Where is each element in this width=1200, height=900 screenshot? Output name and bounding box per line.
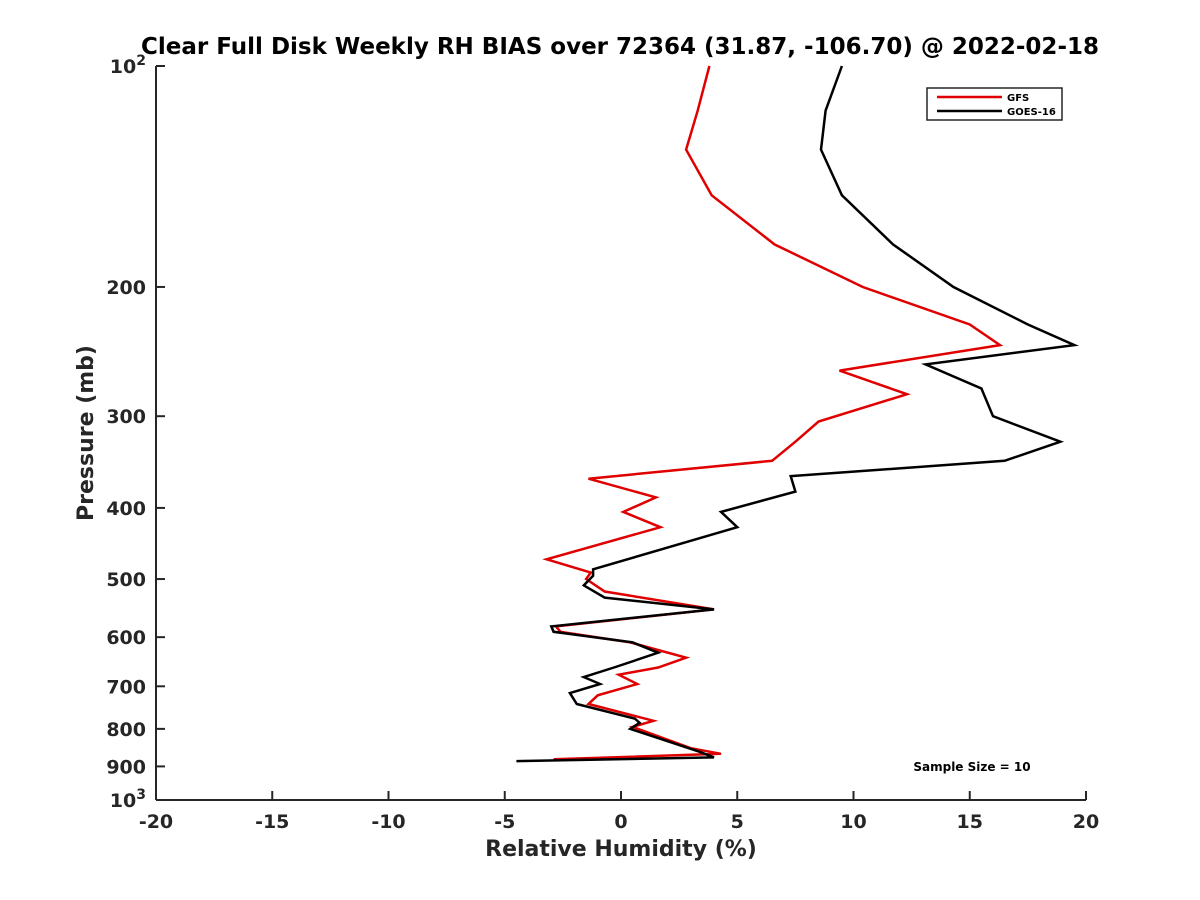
x-tick-label: 20 [1073, 811, 1099, 833]
x-tick-label: -5 [494, 811, 515, 833]
legend-box [926, 87, 1063, 121]
y-tick-label: 300 [106, 406, 146, 428]
sample-size-annotation: Sample Size = 10 [913, 760, 1030, 774]
x-tick-label: -10 [371, 811, 405, 833]
legend: GFS GOES-16 [926, 87, 1063, 121]
y-tick-label: 900 [106, 756, 146, 778]
x-tick-label: -15 [255, 811, 289, 833]
x-tick-label: 10 [840, 811, 866, 833]
y-tick-label: 200 [106, 277, 146, 299]
series-line-gfs [542, 65, 1004, 761]
series-layer [516, 65, 1079, 763]
y-ticks: 102 200 300 400 500 600 700 800 900 103 [106, 53, 165, 812]
x-tick-label: 15 [957, 811, 983, 833]
y-tick-label: 700 [106, 676, 146, 698]
y-tick-label: 500 [106, 569, 146, 591]
legend-label-goes16: GOES-16 [1007, 107, 1056, 118]
y-tick-label: 600 [106, 627, 146, 649]
series-line-goes-16 [516, 65, 1079, 763]
y-axis-label: Pressure (mb) [74, 345, 99, 521]
x-ticks: -20 -15 -10 -5 0 5 10 15 20 [139, 791, 1099, 833]
x-tick-label: 0 [614, 811, 627, 833]
legend-label-gfs: GFS [1007, 93, 1029, 104]
y-tick-label: 400 [106, 498, 146, 520]
chart-title: Clear Full Disk Weekly RH BIAS over 7236… [141, 34, 1099, 60]
y-tick-label: 800 [106, 719, 146, 741]
x-tick-label: 5 [731, 811, 744, 833]
y-tick-label: 103 [110, 787, 146, 812]
x-axis-label: Relative Humidity (%) [485, 837, 757, 862]
y-tick-label: 102 [110, 53, 146, 78]
x-tick-label: -20 [139, 811, 173, 833]
